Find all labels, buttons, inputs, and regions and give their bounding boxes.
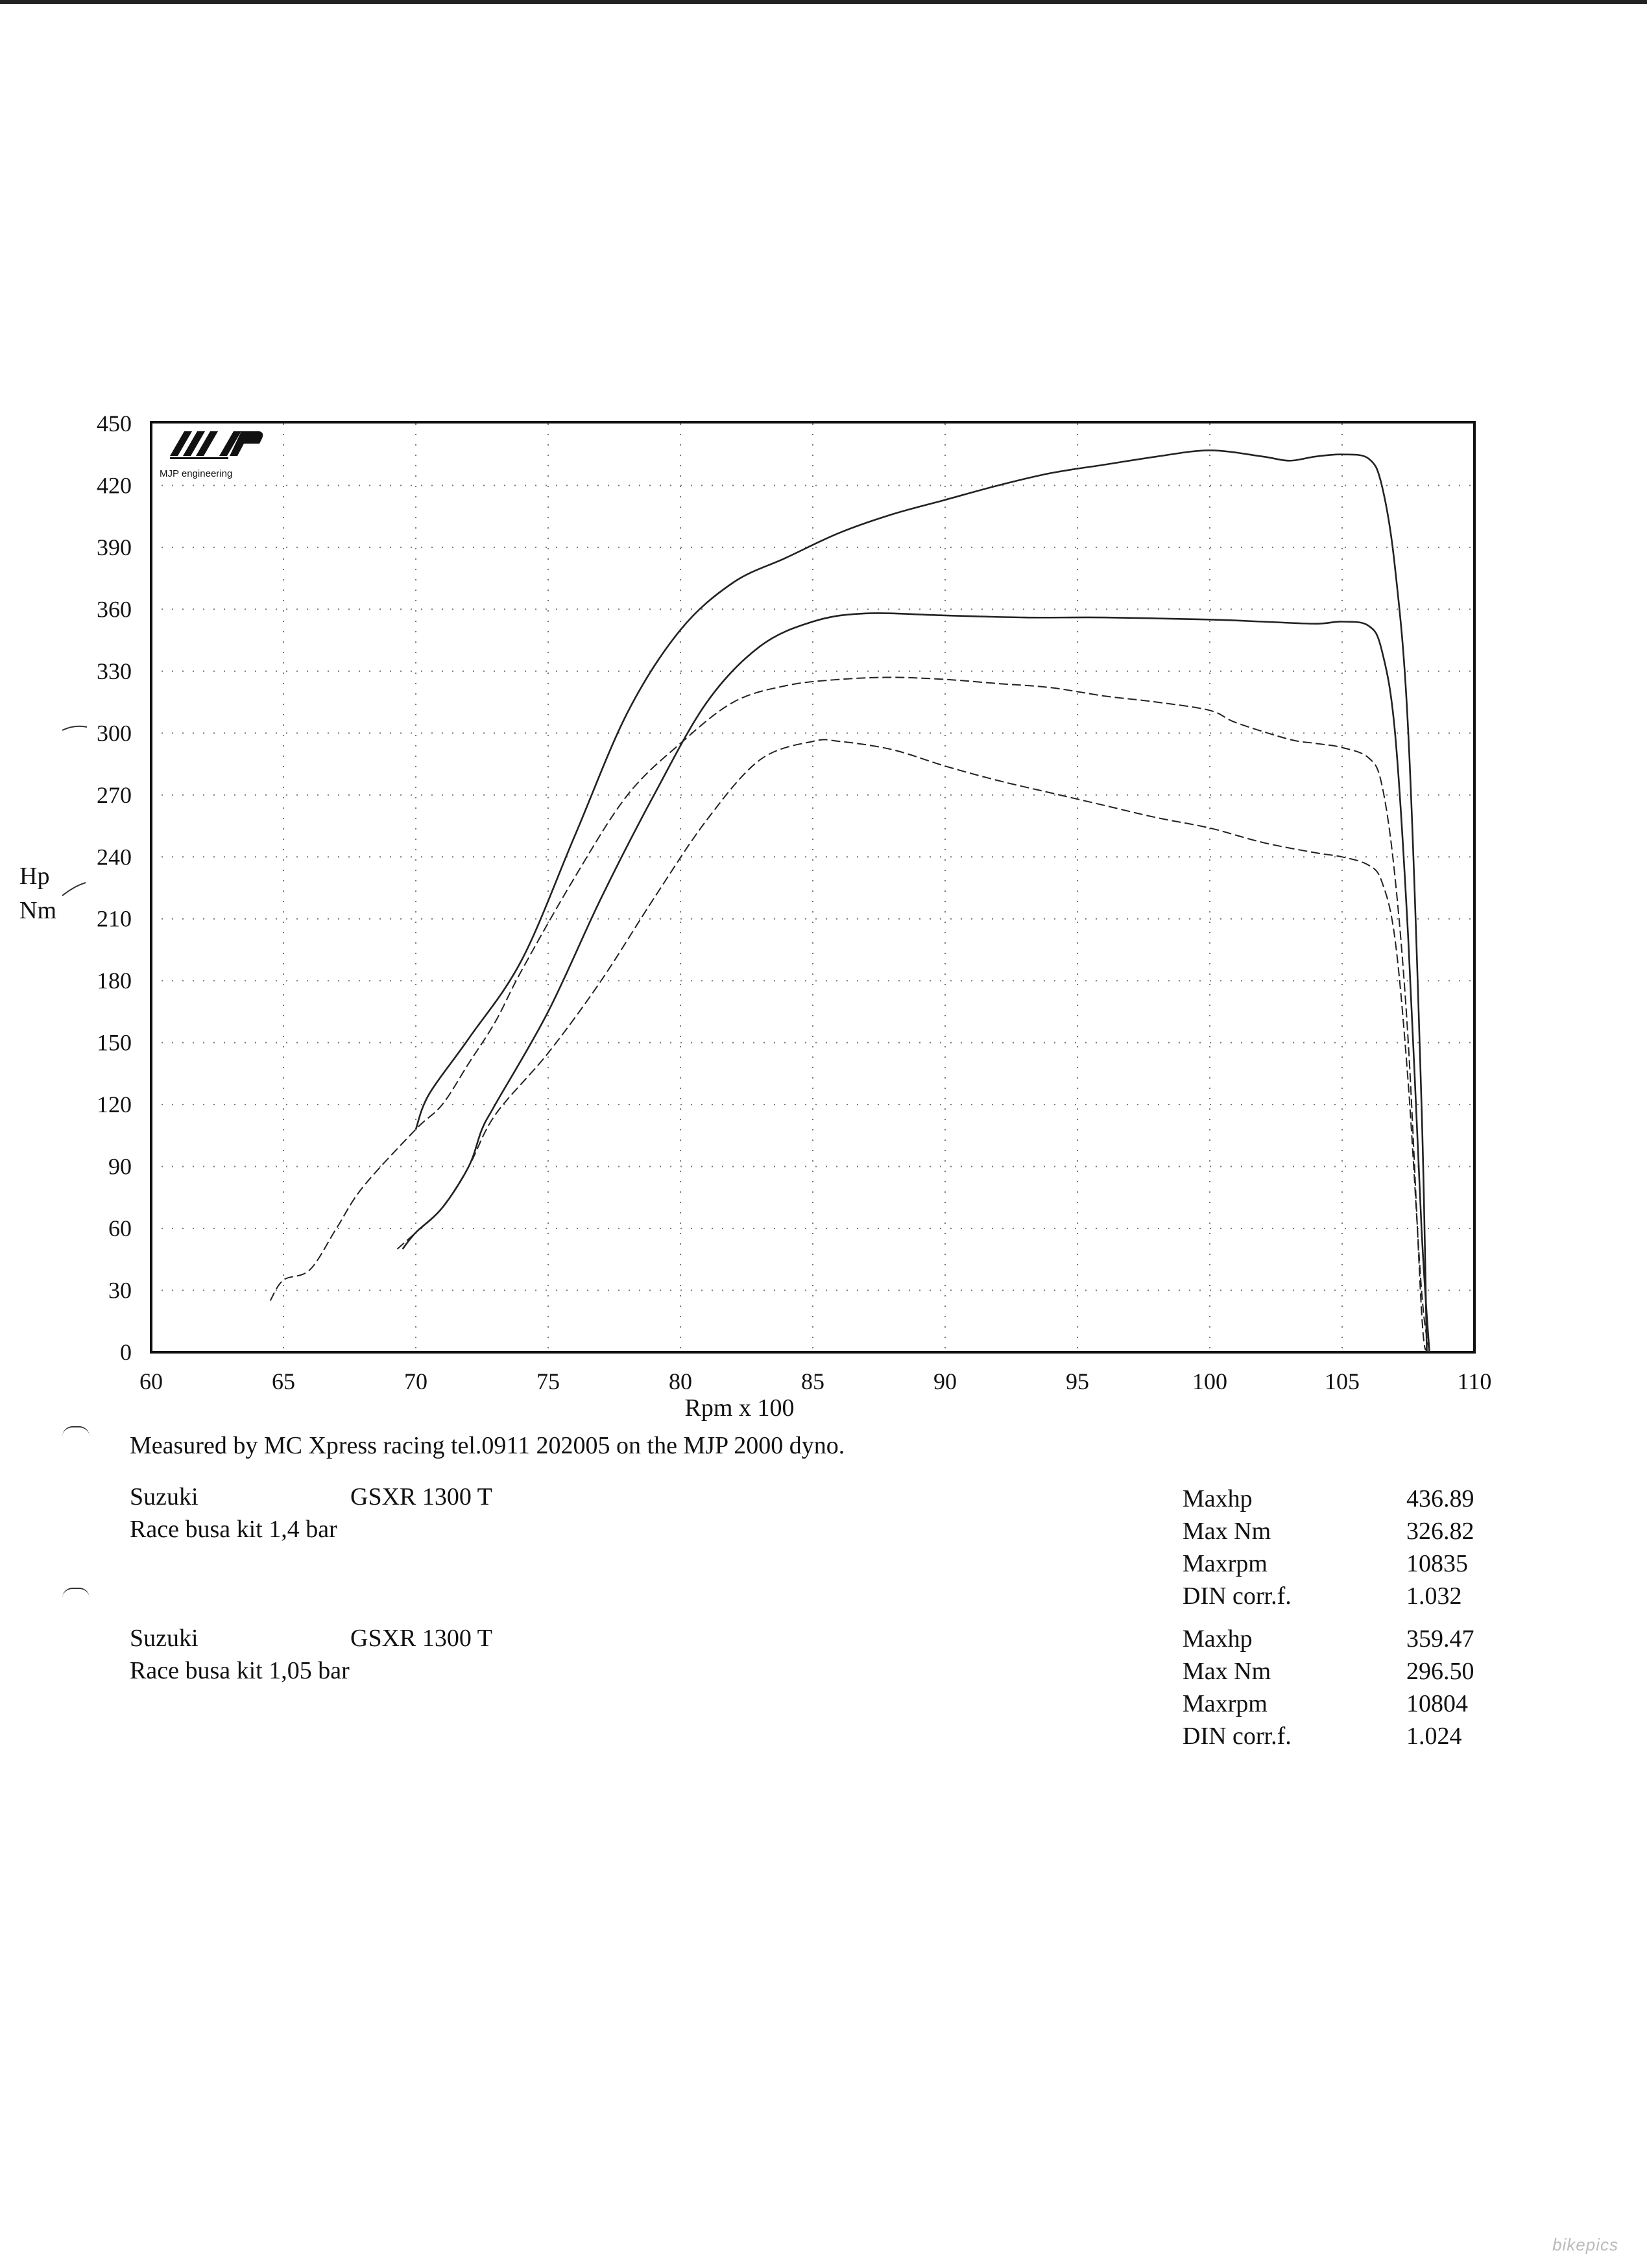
x-tick-label: 65: [272, 1368, 295, 1394]
x-tick-label: 100: [1192, 1368, 1227, 1394]
chart-curves: [269, 449, 1430, 1353]
y-tick-label: 90: [108, 1154, 132, 1180]
y-axis-ticks: 0 30 60 90 120 150 180 210 240 270 300 330 360 390 420…: [97, 411, 132, 1365]
stat-label: Max Nm: [1183, 1518, 1271, 1545]
run-2-stats: Maxhp 359.47 Max Nm 296.50 Maxrpm 10804 DIN…: [1183, 1625, 1484, 1754]
stat-value: 10835: [1406, 1550, 1468, 1577]
stat-value: 1.024: [1406, 1723, 1462, 1750]
y-tick-label: 300: [97, 720, 132, 746]
x-tick-label: 70: [404, 1368, 427, 1394]
run-2-description: Race busa kit 1,05 bar: [130, 1657, 350, 1684]
run-1-info: Suzuki GSXR 1300 T Race busa kit 1,4 bar: [130, 1483, 519, 1547]
run-1-model: GSXR 1300 T: [350, 1483, 492, 1510]
stat-label: DIN corr.f.: [1183, 1723, 1292, 1750]
scan-mark: [62, 882, 86, 896]
watermark: bikepics: [1552, 2235, 1618, 2254]
stat-value: 1.032: [1406, 1582, 1462, 1610]
run-2-model: GSXR 1300 T: [350, 1625, 492, 1652]
y-tick-label: 330: [97, 658, 132, 684]
y-tick-label: 390: [97, 534, 132, 560]
stat-value: 359.47: [1406, 1625, 1474, 1653]
dyno-curve-1: [415, 449, 1428, 1353]
stat-label: Maxhp: [1183, 1485, 1253, 1512]
run-2-make: Suzuki: [130, 1625, 198, 1652]
y-tick-label: 210: [97, 906, 132, 932]
dyno-curve-4: [396, 739, 1430, 1353]
x-tick-label: 95: [1066, 1368, 1089, 1394]
y-tick-label: 0: [120, 1339, 132, 1365]
x-tick-label: 85: [801, 1368, 824, 1394]
stat-value: 326.82: [1406, 1518, 1474, 1545]
y-tick-label: 360: [97, 596, 132, 622]
y-tick-label: 180: [97, 968, 132, 994]
stat-value: 10804: [1406, 1690, 1468, 1717]
y-tick-label: 60: [108, 1215, 132, 1241]
x-tick-label: 80: [669, 1368, 692, 1394]
stat-label: Max Nm: [1183, 1658, 1271, 1685]
plot-frame: [150, 421, 1476, 1354]
y-axis-label-hp: Hp: [19, 863, 49, 890]
stat-value: 436.89: [1406, 1485, 1474, 1512]
measured-by-note: Measured by MC Xpress racing tel.0911 20…: [130, 1432, 845, 1459]
x-tick-label: 90: [933, 1368, 957, 1394]
run-1-make: Suzuki: [130, 1483, 198, 1510]
x-tick-label: 60: [139, 1368, 163, 1394]
chart-grid: [151, 424, 1474, 1352]
run-1-stats: Maxhp 436.89 Max Nm 326.82 Maxrpm 10835 DIN…: [1183, 1485, 1484, 1614]
scan-mark: [62, 1588, 90, 1598]
run-2-info: Suzuki GSXR 1300 T Race busa kit 1,05 bar: [130, 1624, 519, 1689]
y-tick-label: 420: [97, 472, 132, 498]
stat-label: Maxrpm: [1183, 1690, 1268, 1717]
dyno-chart: MJP engineering 0 30 60 90 120 150 180 210 240 27…: [19, 411, 1491, 1422]
x-tick-label: 75: [536, 1368, 560, 1394]
scan-edge: [0, 0, 1647, 4]
stat-label: Maxhp: [1183, 1625, 1253, 1653]
y-tick-label: 120: [97, 1092, 132, 1117]
scan-mark: [62, 725, 88, 731]
logo-text: MJP engineering: [160, 468, 232, 479]
run-1-description: Race busa kit 1,4 bar: [130, 1516, 337, 1543]
y-tick-label: 150: [97, 1030, 132, 1056]
stat-label: Maxrpm: [1183, 1550, 1268, 1577]
scan-mark: [62, 1426, 90, 1437]
y-tick-label: 450: [97, 411, 132, 436]
y-tick-label: 270: [97, 782, 132, 808]
stat-value: 296.50: [1406, 1658, 1474, 1685]
y-axis-label-nm: Nm: [19, 897, 56, 924]
y-tick-label: 240: [97, 844, 132, 870]
x-tick-label: 105: [1325, 1368, 1360, 1394]
x-axis-ticks: 60 65 70 75 80 85 90 95 100 105 110: [139, 1368, 1491, 1394]
stat-label: DIN corr.f.: [1183, 1582, 1292, 1610]
dyno-curve-3: [402, 612, 1430, 1353]
dyno-curve-2: [269, 676, 1428, 1353]
x-tick-label: 110: [1458, 1368, 1492, 1394]
x-axis-label: Rpm x 100: [685, 1394, 795, 1422]
y-tick-label: 30: [108, 1278, 132, 1304]
mjp-logo: MJP engineering: [160, 431, 263, 479]
mjp-logo-mark-icon: [170, 431, 263, 459]
